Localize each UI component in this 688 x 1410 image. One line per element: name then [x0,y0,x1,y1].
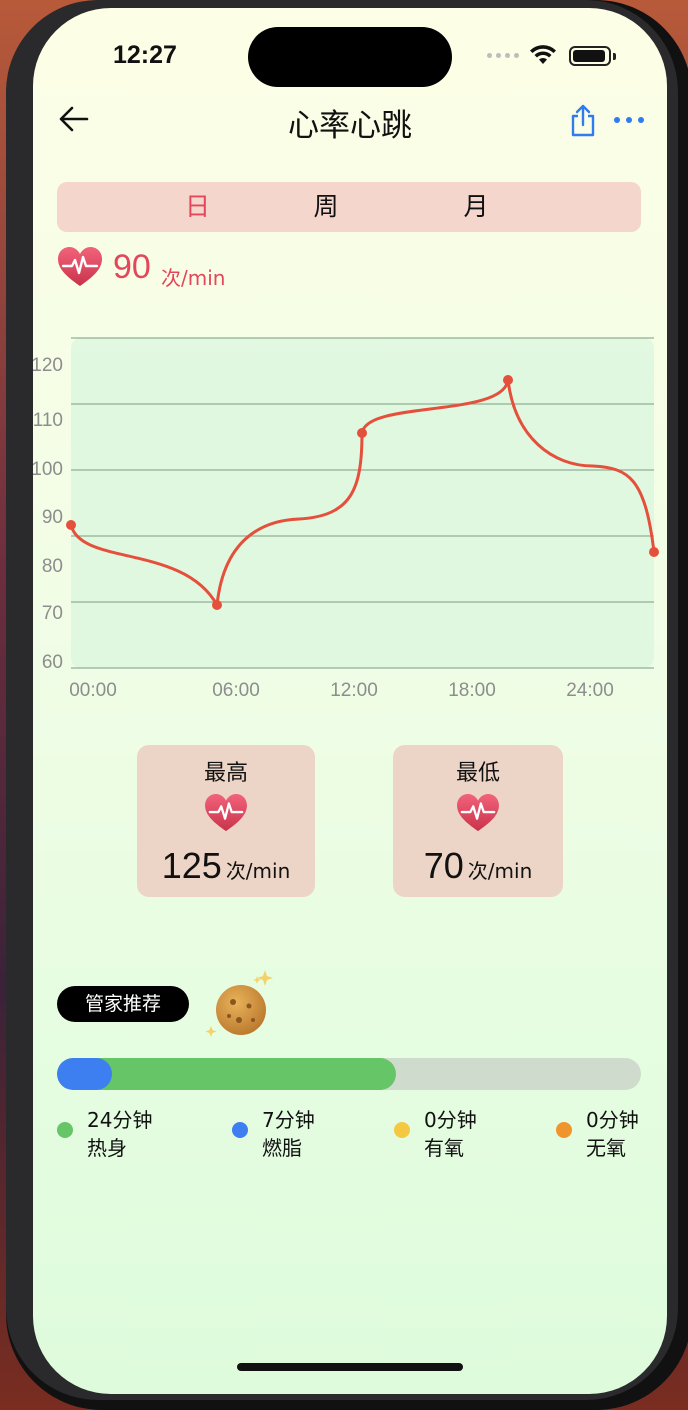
zone-duration: 24分钟 [87,1108,153,1132]
heart-rate-icon [58,247,102,286]
min-rate-value: 70 [423,845,464,886]
period-tabs: 日 周 月 [57,182,641,232]
screen: 12:27 心率心跳 日 周 月 [33,8,667,1394]
zone-fatburn-fill [57,1058,113,1090]
home-indicator[interactable] [237,1363,463,1371]
zone-dot [232,1122,248,1138]
wifi-icon [530,45,556,64]
chart-x-tick-label: 18:00 [448,680,496,701]
chart-y-tick-label: 80 [42,556,63,577]
cellular-signal-icon [487,53,519,58]
tab-week[interactable]: 周 [313,192,339,221]
zone-duration: 7分钟 [262,1108,315,1132]
max-rate-value: 125 [161,845,222,886]
current-rate-value: 90 [113,248,151,286]
chart-y-tick-label: 90 [42,507,63,528]
chart-y-tick-label: 100 [33,459,63,480]
chart-y-tick-label: 110 [33,410,63,431]
tab-day[interactable]: 日 [185,192,211,221]
min-rate-card: 最低 70 次/min [393,745,563,897]
zone-dot [57,1122,73,1138]
status-time: 12:27 [113,41,177,69]
min-rate-unit: 次/min [467,859,533,883]
chart-x-tick-label: 06:00 [212,680,260,701]
max-rate-row: 125 次/min [137,845,315,887]
zone-dot [556,1122,572,1138]
max-rate-unit: 次/min [225,859,291,883]
min-rate-label: 最低 [455,761,500,786]
chart-plot-area [71,338,654,668]
chart-data-point [649,547,659,557]
chart-canvas: 120 110 100 90 80 70 60 00:00 06:00 12:00 18:00 24:… [33,337,659,701]
max-rate-card: 最高 125 次/min [137,745,315,897]
steward-recommend-button[interactable]: 管家推荐 [57,986,189,1022]
chart-data-point [212,600,222,610]
battery-icon [569,46,611,66]
heart-rate-zone-bar [57,1058,641,1090]
battery-tip [613,53,616,60]
page-title: 心率心跳 [288,108,412,144]
tab-month[interactable]: 月 [463,192,489,221]
chart-data-point [503,375,513,385]
zone-name: 有氧 [424,1136,464,1160]
back-arrow-icon[interactable] [57,104,91,134]
heart-rate-icon [457,793,499,832]
dynamic-island [248,27,452,87]
zone-name: 燃脂 [262,1136,302,1160]
min-rate-row: 70 次/min [393,845,563,887]
chart-y-tick-label: 60 [42,652,63,673]
chart-x-tick-label: 12:00 [330,680,378,701]
zone-dot [394,1122,410,1138]
chart-y-tick-label: 120 [33,355,63,376]
max-rate-label: 最高 [203,761,248,786]
zone-name: 热身 [87,1136,127,1160]
more-options-icon[interactable] [611,112,647,128]
zone-duration: 0分钟 [424,1108,477,1132]
share-icon[interactable] [568,104,598,138]
status-icons [487,44,617,68]
chart-data-point [357,428,367,438]
chart-x-tick-label: 24:00 [566,680,614,701]
heart-rate-icon [205,793,247,832]
current-rate-unit: 次/min [161,266,226,290]
heart-rate-chart: 120 110 100 90 80 70 60 00:00 06:00 12:00 18:00 24:… [33,308,667,708]
zone-name: 无氧 [586,1136,626,1160]
chart-x-tick-label: 00:00 [69,680,117,701]
chart-y-tick-label: 70 [42,603,63,624]
chart-data-point [66,520,76,530]
zone-duration: 0分钟 [586,1108,639,1132]
cookie-mascot-icon [205,970,273,1037]
zone-warmup-fill [57,1058,396,1090]
